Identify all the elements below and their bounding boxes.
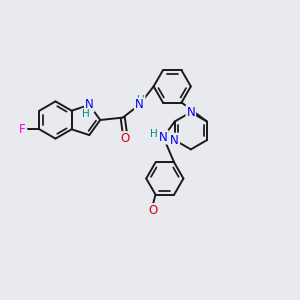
Text: N: N bbox=[170, 134, 179, 147]
Text: H: H bbox=[137, 94, 145, 105]
Text: H: H bbox=[150, 129, 158, 139]
Text: N: N bbox=[85, 98, 94, 112]
Text: N: N bbox=[187, 106, 195, 119]
Text: N: N bbox=[159, 130, 168, 144]
Text: F: F bbox=[19, 123, 26, 136]
Text: O: O bbox=[120, 132, 130, 145]
Text: H: H bbox=[82, 109, 90, 119]
Text: N: N bbox=[135, 98, 144, 112]
Text: O: O bbox=[148, 204, 157, 217]
